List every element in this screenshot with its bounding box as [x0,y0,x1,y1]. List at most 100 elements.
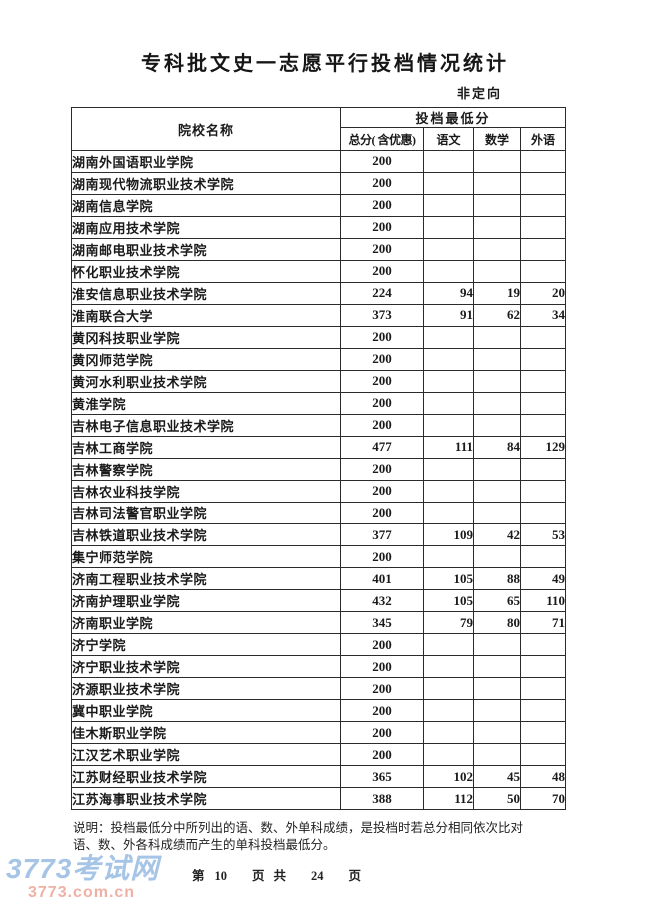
school-name-cell: 江苏财经职业技术学院 [71,765,341,789]
footer-char-ye: 页 [252,869,265,883]
chinese-score-cell: 102 [423,765,474,789]
total-score-cell: 373 [340,303,424,327]
chinese-score-cell [423,721,474,745]
foreign-score-cell: 20 [519,281,567,305]
math-score-cell [473,193,521,217]
chinese-score-cell [423,655,474,679]
foreign-score-cell [519,677,567,701]
chinese-score-cell [423,215,474,239]
explanation-note: 说明：投档最低分中所列出的语、数、外单科成绩，是投档时若总分相同依次比对 语、数… [73,820,583,854]
chinese-score-cell [423,633,474,657]
table-row: 湖南外国语职业学院 200 [71,150,567,173]
foreign-score-cell [519,237,567,261]
foreign-score-cell: 70 [519,787,567,811]
table-row: 黄冈师范学院 200 [71,347,567,371]
school-name-cell: 江汉艺术职业学院 [71,743,341,767]
chinese-score-cell [423,413,474,437]
school-name-cell: 佳木斯职业学院 [71,721,341,745]
chinese-score-cell [423,457,474,481]
table-row: 黄淮学院 200 [71,391,567,415]
foreign-score-cell [519,215,567,239]
foreign-score-cell [519,479,567,503]
school-name-cell: 吉林工商学院 [71,435,341,459]
foreign-score-cell: 129 [519,435,567,459]
foreign-score-cell [519,699,567,723]
math-score-cell [473,413,521,437]
foreign-score-cell [519,633,567,657]
school-name-cell: 冀中职业学院 [71,699,341,723]
foreign-score-cell: 34 [519,303,567,327]
table-row: 佳木斯职业学院 200 [71,721,567,745]
total-score-cell: 200 [340,215,424,239]
school-name-cell: 吉林司法警官职业学院 [71,501,341,525]
table-row: 吉林司法警官职业学院 200 [71,501,567,525]
table-row: 湖南信息学院 200 [71,193,567,217]
math-score-cell [473,215,521,239]
table-row: 湖南邮电职业技术学院 200 [71,237,567,261]
total-score-cell: 200 [340,413,424,437]
school-name-cell: 集宁师范学院 [71,545,341,569]
chinese-score-cell: 105 [423,589,474,613]
math-score-cell: 45 [473,765,521,789]
chinese-score-cell: 112 [423,787,474,811]
chinese-score-cell [423,150,474,173]
total-score-cell: 224 [340,281,424,305]
footer-char-di: 第 [192,869,205,883]
table-row: 济源职业技术学院 200 [71,677,567,701]
table-row: 黄冈科技职业学院 200 [71,325,567,349]
footer-char-gong: 共 [273,869,287,883]
chinese-score-cell [423,325,474,349]
foreign-score-cell [519,413,567,437]
table-row: 江苏海事职业技术学院 388 112 50 70 [71,787,567,811]
total-score-cell: 200 [340,237,424,261]
chinese-score-cell [423,171,474,195]
school-name-cell: 淮南联合大学 [71,303,341,327]
total-score-cell: 200 [340,655,424,679]
chinese-score-cell: 105 [423,567,474,591]
chinese-score-cell [423,545,474,569]
chinese-score-cell: 79 [423,611,474,635]
foreign-score-cell [519,150,567,173]
total-score-cell: 200 [340,501,424,525]
school-name-cell: 济源职业技术学院 [71,677,341,701]
foreign-score-cell: 71 [519,611,567,635]
foreign-score-cell: 110 [519,589,567,613]
table-row: 济宁学院 200 [71,633,567,657]
foreign-score-cell [519,501,567,525]
header-row-group: 院校名称 投档最低分 [71,107,567,151]
total-score-cell: 200 [340,743,424,767]
math-score-cell: 65 [473,589,521,613]
total-score-cell: 200 [340,633,424,657]
table-row: 济宁职业技术学院 200 [71,655,567,679]
footer-page-number: 10 [214,869,228,883]
watermark-url: 3773.com.cn [28,884,136,901]
foreign-score-cell [519,457,567,481]
chinese-score-cell: 94 [423,281,474,305]
math-score-cell [473,150,521,173]
total-score-cell: 200 [340,677,424,701]
school-name-cell: 湖南现代物流职业技术学院 [71,171,341,195]
math-score-cell [473,457,521,481]
math-score-cell: 42 [473,523,521,547]
note-line-2: 语、数、外各科成绩而产生的单科投档最低分。 [73,838,336,852]
table-row: 冀中职业学院 200 [71,699,567,723]
chinese-score-cell [423,369,474,393]
score-table: 院校名称 投档最低分 总分( 含优惠) 语文 数学 外语 湖南外国语职业学院 2… [71,107,567,811]
total-score-cell: 200 [340,193,424,217]
math-score-cell: 19 [473,281,521,305]
total-score-cell: 432 [340,589,424,613]
school-name-cell: 湖南应用技术学院 [71,215,341,239]
total-score-cell: 200 [340,150,424,173]
table-row: 吉林农业科技学院 200 [71,479,567,503]
school-name-cell: 济南职业学院 [71,611,341,635]
foreign-score-cell [519,259,567,283]
table-row: 湖南应用技术学院 200 [71,215,567,239]
school-name-cell: 济宁学院 [71,633,341,657]
foreign-score-cell [519,171,567,195]
foreign-score-cell [519,347,567,371]
school-name-cell: 黄冈科技职业学院 [71,325,341,349]
total-score-cell: 200 [340,391,424,415]
math-score-cell [473,721,521,745]
foreign-score-cell: 48 [519,765,567,789]
total-score-cell: 388 [340,787,424,811]
